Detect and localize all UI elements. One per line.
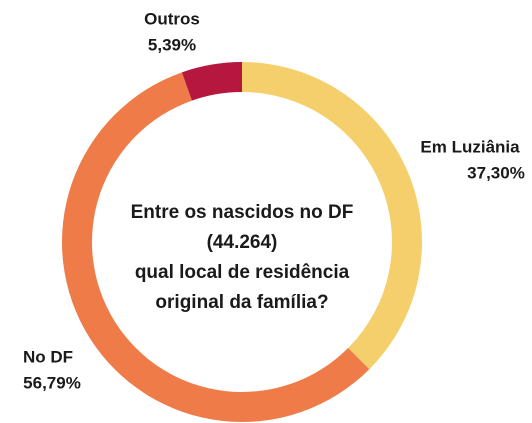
slice-label: Em Luziânia — [420, 137, 520, 156]
donut-slice — [242, 62, 423, 370]
center-text: qual local de residência — [135, 262, 350, 283]
center-text: original da família? — [155, 292, 328, 313]
donut-slice — [62, 72, 370, 422]
slice-value: 5,39% — [148, 35, 196, 54]
slice-value: 56,79% — [23, 373, 81, 392]
slice-label: No DF — [23, 347, 73, 366]
center-text: (44.264) — [207, 232, 278, 253]
slice-label: Outros — [144, 9, 200, 28]
slice-value: 37,30% — [467, 163, 525, 182]
donut-slice — [181, 62, 242, 101]
center-text: Entre os nascidos no DF — [131, 202, 354, 223]
